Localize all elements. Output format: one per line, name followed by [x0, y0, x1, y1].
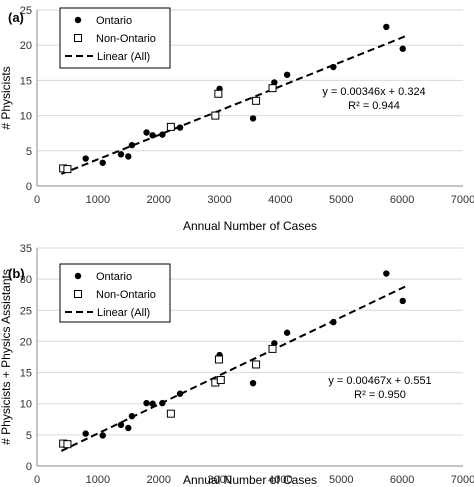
x-tick-label: 4000: [268, 194, 292, 206]
legend: Ontario Non-Ontario Linear (All): [59, 263, 171, 323]
y-tick-label: 0: [26, 461, 32, 473]
x-tick-label: 5000: [329, 474, 353, 486]
x-tick-label: 1000: [86, 194, 110, 206]
trend-line: [60, 34, 409, 175]
data-point-ontario: [149, 132, 156, 139]
data-point-ontario: [128, 141, 136, 149]
y-tick-label: 35: [20, 243, 32, 255]
x-tick-label: 6000: [390, 194, 414, 206]
data-point-ontario: [249, 115, 257, 122]
data-point-ontario: [125, 153, 132, 160]
legend: Ontario Non-Ontario Linear (All): [59, 7, 171, 69]
data-point-ontario: [117, 151, 125, 158]
data-point-ontario: [117, 421, 125, 429]
data-point-ontario: [149, 400, 156, 407]
legend-label: Ontario: [96, 271, 132, 283]
data-point-non-ontario: [166, 122, 175, 131]
y-tick-label: 25: [20, 305, 32, 317]
data-point-ontario: [249, 379, 257, 387]
legend-label: Non-Ontario: [96, 33, 156, 45]
trend-line: [60, 284, 409, 452]
regression-annotation: R² = 0.944: [348, 100, 400, 112]
panel-label: (a): [8, 10, 24, 25]
legend-label: Linear (All): [97, 51, 150, 63]
y-axis-title: # Physicists + Physics Assistants: [0, 269, 13, 445]
data-point-non-ontario: [252, 360, 261, 369]
data-point-non-ontario: [211, 111, 220, 120]
data-point-ontario: [330, 318, 337, 326]
x-tick-label: 7000: [451, 194, 474, 206]
regression-annotation: R² = 0.950: [354, 389, 406, 401]
x-tick-label: 6000: [390, 474, 414, 486]
chart-panel-b: 0 1000 2000 3000 4000 5000 6000 7000 0 5 10 15 20 25 3…: [0, 243, 474, 487]
data-point-non-ontario: [214, 355, 223, 364]
data-point-non-ontario: [268, 344, 277, 353]
panel-label: (b): [8, 266, 25, 281]
y-axis-title: # Physicists: [0, 66, 13, 129]
data-point-ontario: [82, 155, 89, 162]
y-tick-label: 15: [20, 75, 32, 87]
data-point-non-ontario: [216, 376, 225, 385]
data-point-ontario: [271, 340, 278, 347]
data-point-ontario: [283, 71, 291, 78]
data-point-ontario: [143, 129, 150, 136]
legend-label: Linear (All): [97, 307, 150, 319]
data-point-ontario: [143, 399, 150, 407]
legend-marker-non-ontario: [74, 290, 82, 298]
y-tick-label: 20: [20, 336, 32, 348]
regression-annotation: y = 0.00346x + 0.324: [322, 86, 425, 98]
chart-panel-a: 0 1000 2000 3000 4000 5000 6000 7000 0 5 10 15 20 25 A…: [0, 5, 474, 233]
data-point-ontario: [383, 270, 390, 277]
regression-annotation: y = 0.00467x + 0.551: [328, 375, 431, 387]
data-point-ontario: [176, 390, 184, 397]
legend-label: Non-Ontario: [96, 289, 156, 301]
data-point-non-ontario: [268, 84, 277, 93]
x-tick-label: 2000: [146, 474, 170, 486]
y-tick-label: 0: [26, 181, 32, 193]
x-tick-label: 7000: [451, 474, 474, 486]
y-tick-label: 25: [20, 5, 32, 17]
y-tick-label: 10: [20, 399, 32, 411]
data-point-ontario: [128, 412, 136, 420]
data-point-ontario: [283, 329, 291, 336]
y-tick-label: 5: [26, 430, 32, 442]
data-point-ontario: [159, 131, 166, 138]
y-tick-label: 5: [26, 146, 32, 158]
legend-marker-ontario: [74, 272, 82, 280]
data-point-ontario: [399, 297, 406, 305]
legend-marker-non-ontario: [74, 34, 82, 42]
data-point-ontario: [99, 432, 106, 439]
x-tick-label: 0: [34, 194, 40, 206]
data-point-non-ontario: [214, 89, 223, 98]
x-tick-label: 2000: [146, 194, 170, 206]
y-tick-label: 30: [20, 274, 32, 286]
data-point-non-ontario: [252, 96, 261, 105]
data-point-non-ontario: [166, 409, 175, 418]
data-point-ontario: [176, 124, 184, 131]
x-axis-title: Annual Number of Cases: [183, 473, 317, 487]
legend-label: Ontario: [96, 15, 132, 27]
data-point-ontario: [159, 399, 166, 407]
data-point-ontario: [99, 159, 106, 166]
data-point-ontario: [399, 45, 406, 52]
x-tick-label: 0: [34, 474, 40, 486]
data-point-ontario: [82, 430, 89, 437]
y-tick-label: 15: [20, 368, 32, 380]
x-axis-title: Annual Number of Cases: [183, 219, 317, 233]
data-point-ontario: [271, 79, 278, 86]
legend-marker-ontario: [74, 16, 82, 24]
y-tick-label: 10: [20, 111, 32, 123]
data-point-ontario: [330, 63, 337, 71]
data-point-ontario: [125, 424, 132, 432]
data-point-non-ontario: [63, 440, 72, 449]
x-tick-label: 4000: [268, 474, 292, 486]
x-tick-label: 3000: [207, 474, 231, 486]
y-tick-label: 20: [20, 40, 32, 52]
x-tick-label: 1000: [86, 474, 110, 486]
data-point-ontario: [383, 23, 390, 31]
data-point-non-ontario: [63, 165, 72, 174]
x-tick-label: 3000: [207, 194, 231, 206]
x-tick-label: 5000: [329, 194, 353, 206]
